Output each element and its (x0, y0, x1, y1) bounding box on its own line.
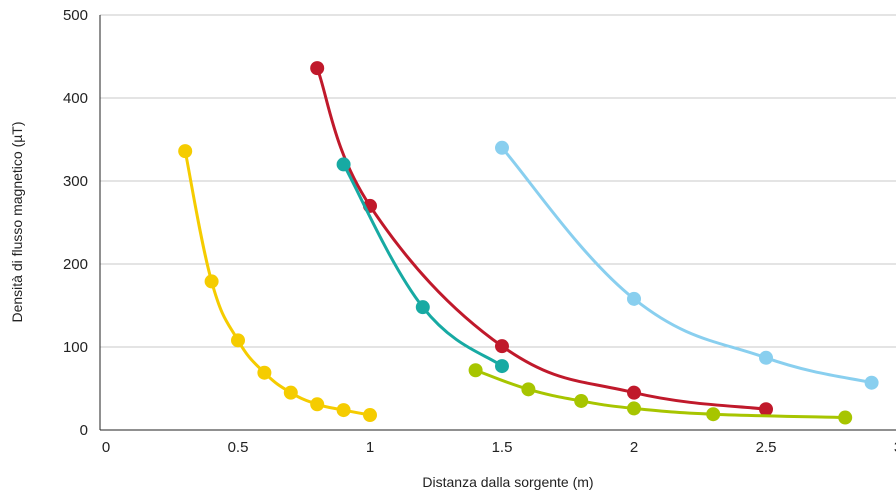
series-3-point-2 (415, 300, 430, 315)
x-tick-label-1: 1 (366, 439, 374, 456)
series-2-point-1 (310, 61, 325, 76)
y-tick-label-400: 400 (63, 90, 88, 107)
series-4-point-2 (627, 291, 641, 306)
series-5-point-2 (521, 382, 536, 397)
series-1 (178, 144, 377, 423)
series-5-point-1 (468, 363, 483, 378)
series-1-point-2 (204, 274, 219, 289)
series-2-point-5 (759, 402, 773, 417)
y-axis-title: Densità di flusso magnetico (µT) (9, 121, 25, 322)
x-tick-label-0: 0 (102, 439, 110, 456)
series-4-line (500, 146, 874, 385)
grid-lines (100, 14, 896, 348)
series-group (178, 61, 879, 425)
series-1-point-3 (231, 333, 245, 348)
y-tick-label-100: 100 (63, 339, 88, 356)
series-4-point-1 (495, 140, 509, 155)
series-3 (336, 157, 509, 374)
x-tick-label-1.5: 1.5 (492, 439, 513, 456)
y-tick-label-500: 500 (63, 7, 88, 24)
series-5-point-4 (627, 401, 641, 416)
series-3-point-1 (336, 157, 351, 172)
tick-labels: 0 100 200 300 400 500 0 0.5 1 1.5 2 2.5 3 (63, 7, 896, 456)
x-tick-label-2.5: 2.5 (756, 439, 777, 456)
y-tick-label-0: 0 (80, 422, 88, 439)
x-tick-label-3: 3 (894, 439, 896, 456)
series-1-point-6 (310, 397, 325, 412)
series-3-line (342, 162, 504, 368)
series-5 (468, 363, 853, 425)
series-4-point-3 (759, 350, 773, 365)
series-1-point-8 (363, 408, 377, 423)
x-tick-label-2: 2 (630, 439, 638, 456)
series-5-point-6 (838, 410, 853, 425)
series-1-point-5 (283, 385, 298, 400)
series-2 (310, 61, 773, 417)
series-1-point-1 (178, 144, 193, 159)
series-2-point-3 (495, 339, 509, 354)
series-1-point-4 (257, 365, 272, 380)
series-4-point-4 (864, 375, 879, 390)
y-tick-label-300: 300 (63, 173, 88, 190)
series-5-point-3 (574, 393, 589, 408)
series-3-point-3 (495, 359, 509, 374)
series-1-point-7 (336, 403, 351, 418)
series-2-line (315, 66, 768, 411)
x-tick-label-0.5: 0.5 (228, 439, 249, 456)
x-axis-title: Distanza dalla sorgente (m) (422, 474, 593, 490)
axes (99, 15, 896, 431)
series-5-point-5 (706, 407, 721, 422)
series-4 (495, 140, 879, 390)
series-2-point-4 (627, 385, 641, 400)
y-tick-label-200: 200 (63, 256, 88, 273)
